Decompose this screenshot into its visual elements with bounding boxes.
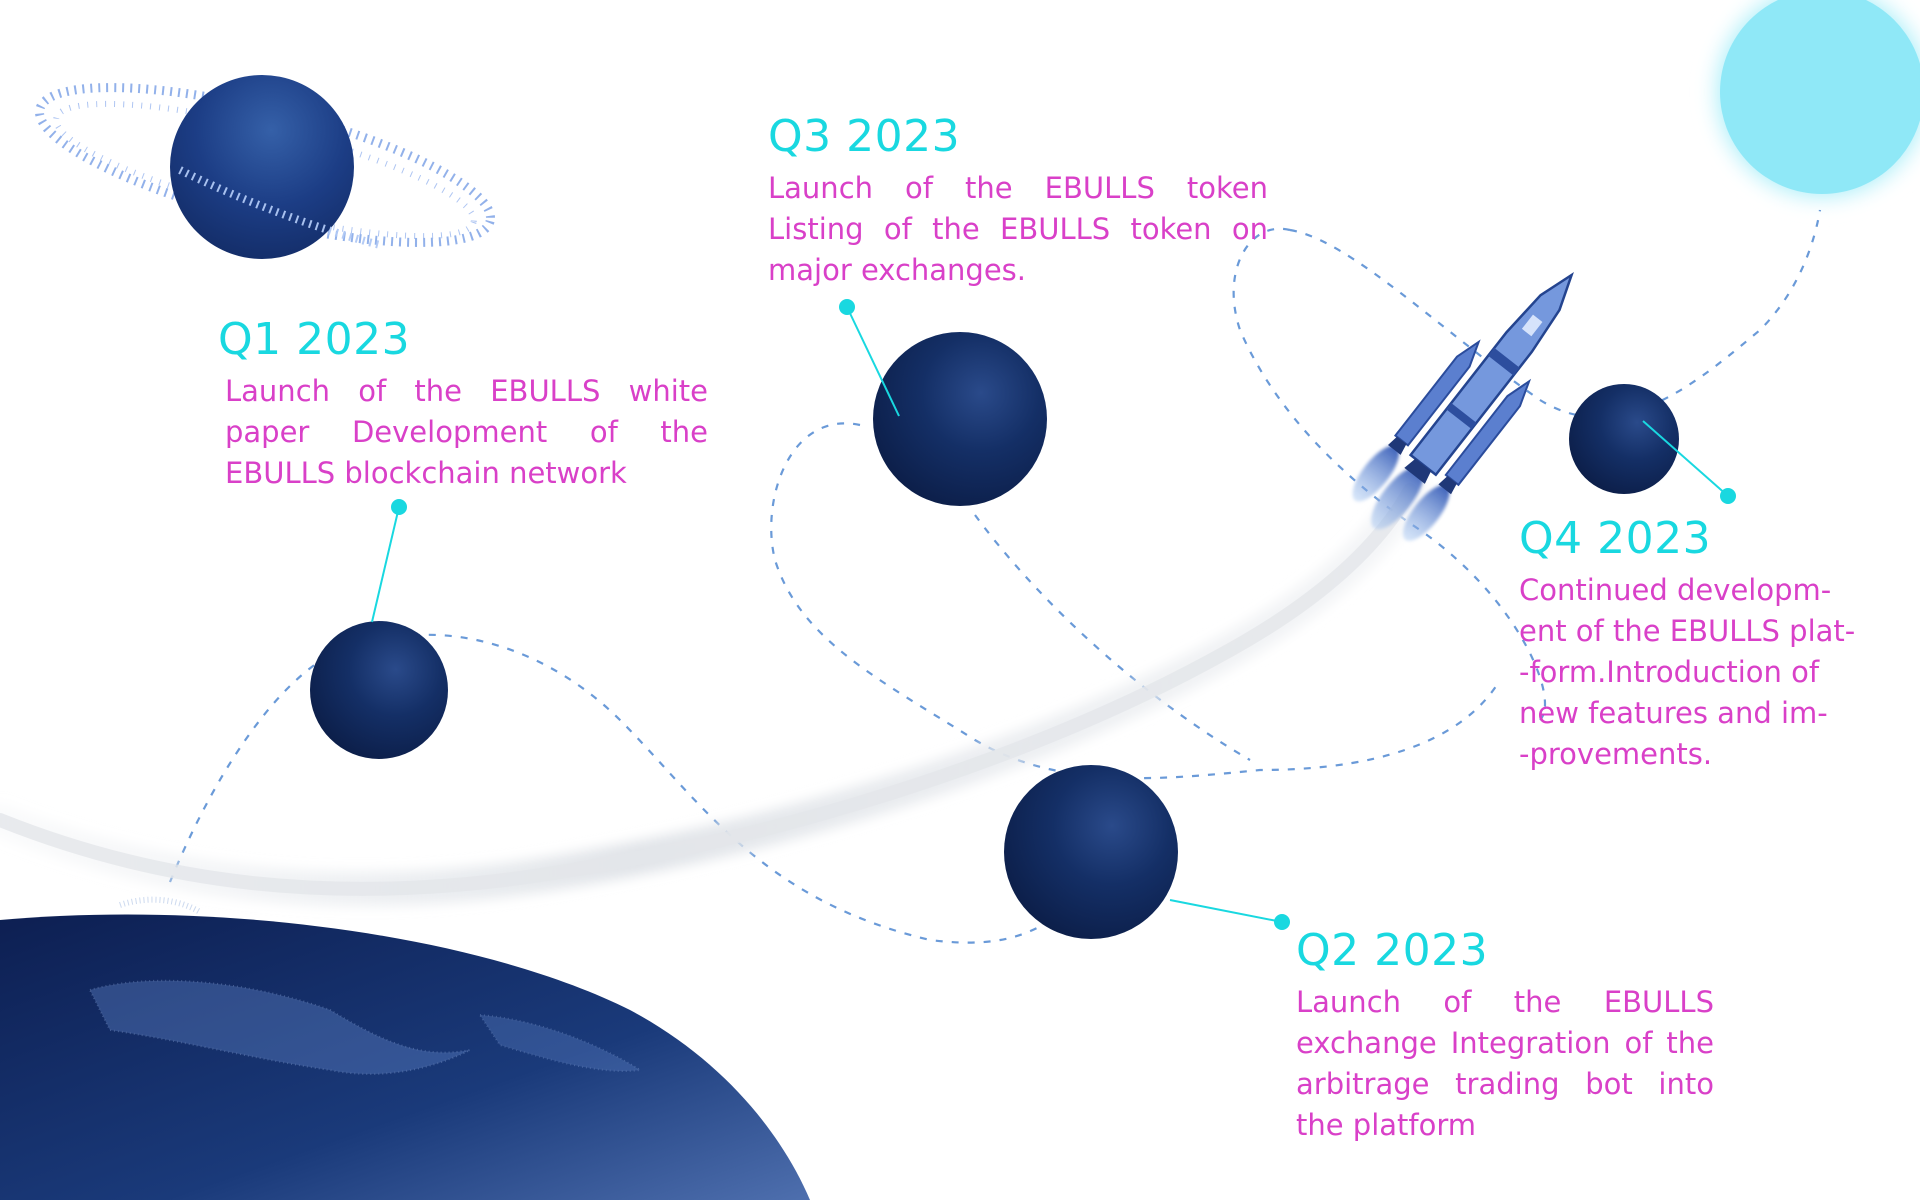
milestone-q4-line: -provements. xyxy=(1519,737,1713,771)
milestone-q4-title: Q4 2023 xyxy=(1519,513,1712,564)
milestone-q1: Q1 2023 Launch of the EBULLS white paper… xyxy=(218,315,708,494)
milestone-q4-line: ent of the EBULLS plat- xyxy=(1519,614,1856,648)
orbit-path-q4 xyxy=(1232,227,1547,721)
planet-q2 xyxy=(1004,765,1178,939)
milestone-q3-title: Q3 2023 xyxy=(768,111,961,162)
planet-q1 xyxy=(310,621,448,759)
orbit-path-q1 xyxy=(168,633,1081,944)
rocket-trail xyxy=(0,473,1427,906)
milestone-q2: Q2 2023 Launch of the EBULLS exchange In… xyxy=(1296,926,1714,1146)
milestone-q4: Q4 2023 Continued developm- ent of the E… xyxy=(1519,514,1909,775)
planet-q3 xyxy=(873,332,1047,506)
milestone-q2-title: Q2 2023 xyxy=(1296,925,1489,976)
connector-q4 xyxy=(1642,420,1736,504)
milestone-q4-line: -form.Introduction of xyxy=(1519,655,1820,689)
rocket-icon xyxy=(1352,271,1574,541)
milestone-q1-text: Launch of the EBULLS white paper Develop… xyxy=(225,374,708,490)
sun-icon xyxy=(1697,0,1920,217)
orbit-path-q3 xyxy=(770,422,1501,780)
ringed-planet-icon xyxy=(34,75,496,259)
milestone-q3-text: Launch of the EBULLS token Listing of th… xyxy=(768,171,1268,287)
connector-q1 xyxy=(371,499,407,623)
connector-q2 xyxy=(1169,899,1290,930)
milestone-q4-line: new features and im- xyxy=(1519,696,1828,730)
milestone-q4-line: Continued developm- xyxy=(1519,573,1832,607)
milestone-q3: Q3 2023 Launch of the EBULLS token Listi… xyxy=(768,112,1268,291)
earth-icon xyxy=(0,896,810,1200)
planet-q4 xyxy=(1569,384,1679,494)
connector-q3 xyxy=(839,299,900,417)
milestone-q4-text: Continued developm- ent of the EBULLS pl… xyxy=(1519,570,1909,775)
milestone-q1-title: Q1 2023 xyxy=(218,314,411,365)
milestone-q2-text: Launch of the EBULLS exchange Integratio… xyxy=(1296,985,1714,1142)
